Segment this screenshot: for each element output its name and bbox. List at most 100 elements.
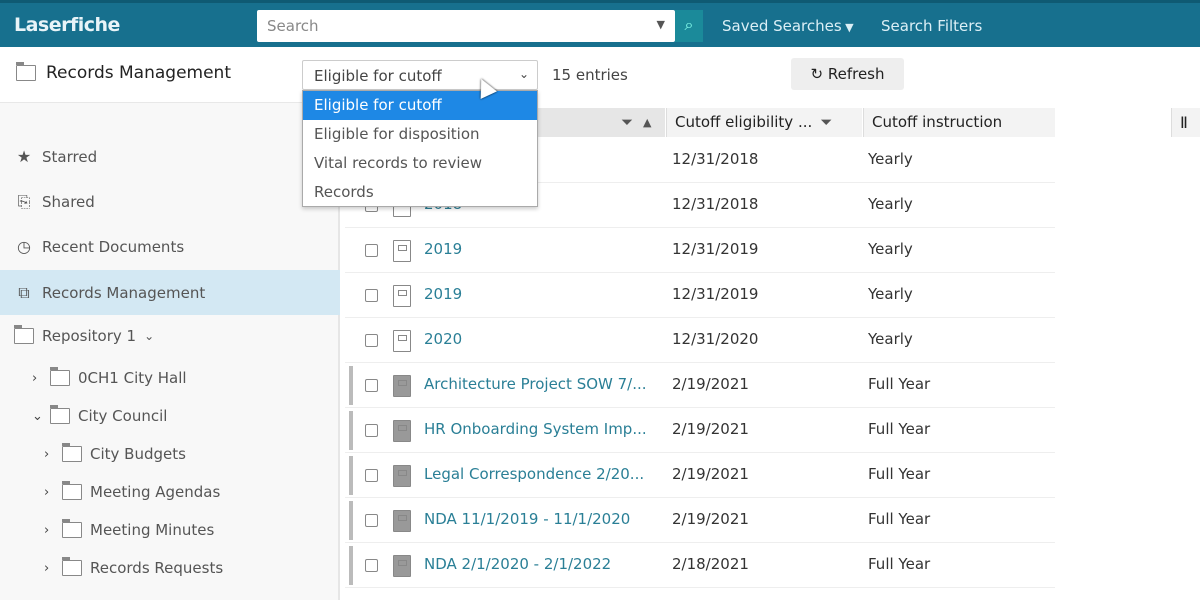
chevron-right-icon[interactable]: › — [44, 560, 50, 576]
tree-records-requests[interactable]: › Records Requests — [44, 557, 224, 577]
page-title: Records Management — [16, 62, 231, 83]
search-filters-link[interactable]: Search Filters — [881, 17, 983, 35]
folder-icon — [62, 481, 82, 500]
tree-label: Meeting Minutes — [90, 521, 215, 539]
row-cutoff-instruction: Yearly — [868, 150, 913, 168]
tree-label: Repository 1 — [42, 327, 137, 345]
sidebar-item-recent-documents[interactable]: ◷ Recent Documents — [14, 237, 184, 256]
shared-icon: ⎘ — [17, 192, 31, 211]
search-placeholder: Search — [267, 17, 319, 35]
row-name[interactable]: 2019 — [424, 285, 463, 303]
table-row[interactable]: Architecture Project SOW 7/... 2/19/2021 F… — [345, 363, 1055, 408]
tree-city-council[interactable]: ⌄ City Council — [32, 405, 168, 425]
row-indicator — [349, 501, 353, 540]
row-checkbox[interactable] — [365, 469, 378, 482]
caret-down-icon: ▼ — [841, 21, 854, 34]
folder-icon — [62, 557, 82, 576]
row-cutoff-instruction: Full Year — [868, 420, 931, 438]
row-name[interactable]: 2019 — [424, 240, 463, 258]
view-dropdown-menu: Eligible for cutoff Eligible for disposi… — [302, 90, 538, 207]
filter-icon[interactable]: ⏷ — [621, 113, 634, 131]
chevron-right-icon[interactable]: › — [32, 370, 38, 386]
sidebar-item-records-management[interactable]: ⧉ Records Management — [0, 270, 340, 315]
folder-icon — [62, 519, 82, 538]
row-name[interactable]: HR Onboarding System Imp... — [424, 420, 647, 438]
table-row[interactable]: 2020 12/31/2020 Yearly — [345, 318, 1055, 363]
table-row[interactable]: Legal Correspondence 2/20... 2/19/2021 Ful… — [345, 453, 1055, 498]
row-checkbox[interactable] — [365, 559, 378, 572]
refresh-label: Refresh — [827, 65, 885, 83]
row-name[interactable]: Legal Correspondence 2/20... — [424, 465, 645, 483]
option-vital-records-to-review[interactable]: Vital records to review — [314, 154, 483, 172]
sort-ascending-icon[interactable]: ▲ — [643, 116, 652, 129]
search-icon[interactable]: ⌕ — [675, 10, 703, 42]
row-checkbox[interactable] — [365, 514, 378, 527]
tree-meeting-agendas[interactable]: › Meeting Agendas — [44, 481, 220, 501]
sidebar-item-starred[interactable]: ★ Starred — [14, 147, 97, 166]
folder-icon — [50, 405, 70, 424]
filter-icon[interactable]: ⏷ — [820, 113, 833, 131]
cutoff-instruction-column-header[interactable]: Cutoff instruction — [863, 108, 1055, 137]
columns-icon[interactable]: Ⅱ — [1171, 108, 1200, 137]
row-name[interactable]: NDA 2/1/2020 - 2/1/2022 — [424, 555, 612, 573]
document-icon — [393, 375, 411, 397]
row-checkbox[interactable] — [365, 379, 378, 392]
table-row[interactable]: 2019 12/31/2019 Yearly — [345, 228, 1055, 273]
tree-0ch1-city-hall[interactable]: › 0CH1 City Hall — [32, 367, 187, 387]
tree-city-budgets[interactable]: › City Budgets — [44, 443, 186, 463]
sidebar-item-shared[interactable]: ⎘ Shared — [14, 192, 95, 212]
table-row[interactable]: NDA 2/1/2020 - 2/1/2022 2/18/2021 Full Yea… — [345, 543, 1055, 588]
row-cutoff-date: 12/31/2018 — [672, 195, 759, 213]
option-eligible-for-disposition[interactable]: Eligible for disposition — [314, 125, 480, 143]
document-icon — [393, 420, 411, 442]
tree-label: City Council — [78, 407, 168, 425]
chevron-right-icon[interactable]: › — [44, 484, 50, 500]
sidebar-item-label: Records Management — [42, 283, 206, 302]
row-checkbox[interactable] — [365, 334, 378, 347]
row-cutoff-instruction: Yearly — [868, 285, 913, 303]
chevron-down-icon: ⌄ — [518, 67, 529, 81]
chevron-down-icon[interactable]: ⌄ — [144, 329, 155, 343]
row-cutoff-instruction: Full Year — [868, 555, 931, 573]
caret-down-icon[interactable]: ▼ — [656, 18, 665, 31]
row-cutoff-date: 2/19/2021 — [672, 375, 749, 393]
row-name[interactable]: Architecture Project SOW 7/... — [424, 375, 647, 393]
table-row[interactable]: 2019 12/31/2019 Yearly — [345, 273, 1055, 318]
row-cutoff-date: 2/19/2021 — [672, 510, 749, 528]
row-checkbox[interactable] — [365, 289, 378, 302]
chevron-down-icon[interactable]: ⌄ — [32, 408, 43, 424]
option-records[interactable]: Records — [314, 183, 374, 201]
refresh-button[interactable]: ↻ Refresh — [791, 58, 904, 90]
row-indicator — [349, 411, 353, 450]
row-checkbox[interactable] — [365, 424, 378, 437]
tree-meeting-minutes[interactable]: › Meeting Minutes — [44, 519, 215, 539]
document-icon — [393, 555, 411, 577]
table-row[interactable]: HR Onboarding System Imp... 2/19/2021 Full… — [345, 408, 1055, 453]
row-cutoff-date: 12/31/2018 — [672, 150, 759, 168]
chevron-right-icon[interactable]: › — [44, 522, 50, 538]
tree-label: City Budgets — [90, 445, 186, 463]
selected-view: Eligible for cutoff — [314, 67, 442, 85]
option-eligible-for-cutoff[interactable]: Eligible for cutoff — [303, 91, 537, 120]
column-label: Cutoff eligibility ... — [675, 113, 813, 131]
row-name[interactable]: 2020 — [424, 330, 463, 348]
records-icon: ⧉ — [18, 282, 30, 302]
chevron-right-icon[interactable]: › — [44, 446, 50, 462]
tree-repository-1[interactable]: Repository 1 ⌄ — [14, 325, 155, 345]
tree-label: Records Requests — [90, 559, 224, 577]
cutoff-eligibility-column-header[interactable]: Cutoff eligibility ... ⏷ — [666, 108, 862, 137]
row-name[interactable]: NDA 11/1/2019 - 11/1/2020 — [424, 510, 631, 528]
view-select[interactable]: Eligible for cutoff ⌄ — [302, 60, 538, 90]
folder-icon — [62, 443, 82, 462]
search-input[interactable]: Search ▼ — [257, 10, 675, 42]
table-row[interactable]: NDA 11/1/2019 - 11/1/2020 2/19/2021 Full Y… — [345, 498, 1055, 543]
record-folder-icon — [393, 330, 411, 352]
laserfiche-logo: Laserfiche — [14, 14, 120, 36]
document-icon — [393, 465, 411, 487]
folder-icon — [14, 325, 34, 344]
saved-searches-menu[interactable]: Saved Searches ▼ — [722, 17, 854, 35]
record-folder-icon — [393, 240, 411, 262]
page-title-text: Records Management — [46, 63, 231, 83]
row-cutoff-date: 12/31/2019 — [672, 240, 759, 258]
row-checkbox[interactable] — [365, 244, 378, 257]
